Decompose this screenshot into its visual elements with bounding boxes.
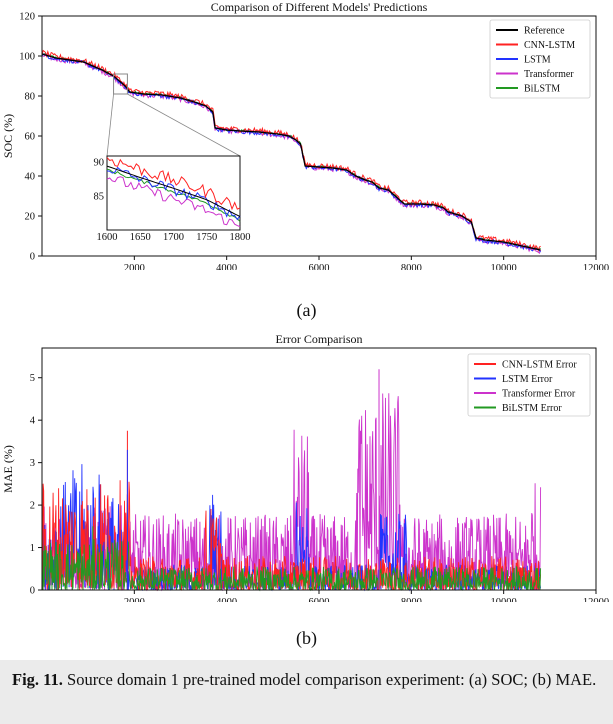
mae-ytick-label: 5: [30, 373, 35, 384]
soc-legend-label: CNN-LSTM: [524, 40, 575, 51]
mae-chart: Error Comparison200040006000800010000120…: [1, 332, 609, 602]
soc-inset-series: [106, 168, 241, 222]
soc-frame: [41, 15, 597, 257]
soc-inset-series: [106, 157, 241, 211]
soc-inset-ytick-label: 90: [94, 158, 105, 169]
soc-legend-label: Reference: [524, 26, 565, 37]
soc-inset-frame: [106, 155, 241, 231]
mae-ytick-label: 4: [30, 416, 36, 427]
soc-ytick-label: 120: [19, 12, 35, 23]
mae-legend-label: BiLSTM Error: [502, 403, 562, 414]
soc-xtick-label: 10000: [491, 263, 517, 270]
soc-xtick-label: 12000: [583, 263, 609, 270]
mae-xtick-label: 2000: [124, 597, 145, 602]
mae-xtick-label: 6000: [309, 597, 330, 602]
soc-xtick-label: 8000: [401, 263, 422, 270]
soc-legend-label: LSTM: [524, 55, 551, 66]
mae-legend-label: LSTM Error: [502, 374, 553, 385]
soc-xtick-label: 6000: [309, 263, 330, 270]
soc-xtick-label: 4000: [216, 263, 237, 270]
mae-title: Error Comparison: [276, 332, 363, 346]
soc-legend-label: BiLSTM: [524, 84, 560, 95]
mae-series-bilstm-error: [41, 539, 542, 592]
panel-a-label: (a): [296, 300, 317, 320]
soc-ytick-label: 100: [19, 52, 35, 63]
soc-inset-xtick-label: 1650: [130, 232, 151, 243]
soc-zoom-connector: [106, 93, 114, 157]
figure: Comparison of Different Models' Predicti…: [1, 0, 610, 648]
soc-chart: Comparison of Different Models' Predicti…: [1, 0, 609, 270]
soc-inset-xtick-label: 1750: [196, 232, 217, 243]
soc-inset-series: [106, 176, 241, 228]
soc-zoom-rect: [113, 73, 128, 95]
mae-xtick-label: 4000: [216, 597, 237, 602]
soc-inset-ytick-label: 85: [94, 191, 105, 202]
mae-frame: [41, 347, 597, 591]
mae-xtick-label: 12000: [583, 597, 609, 602]
mae-ytick-label: 3: [30, 458, 35, 469]
figure-caption: Fig. 11. Source domain 1 pre-trained mod…: [0, 660, 613, 724]
mae-legend-box: [467, 353, 591, 417]
soc-ytick-label: 40: [25, 172, 36, 183]
soc-ylabel: SOC (%): [1, 114, 15, 158]
caption-label: Fig. 11.: [12, 670, 63, 689]
soc-ytick-label: 0: [30, 252, 35, 263]
soc-title: Comparison of Different Models' Predicti…: [211, 0, 428, 14]
mae-ytick-label: 2: [30, 501, 35, 512]
soc-ytick-label: 80: [25, 92, 36, 103]
soc-series-reference: [41, 53, 541, 251]
mae-ytick-label: 0: [30, 586, 35, 597]
mae-ytick-label: 1: [30, 543, 35, 554]
soc-legend-box: [489, 19, 591, 99]
soc-inset-series: [106, 165, 241, 217]
soc-inset-xtick-label: 1600: [97, 232, 118, 243]
caption-text: Source domain 1 pre-trained model compar…: [67, 670, 597, 689]
mae-xtick-label: 10000: [491, 597, 517, 602]
soc-inset-xtick-label: 1800: [230, 232, 251, 243]
panel-b-label: (b): [296, 628, 317, 648]
mae-legend-label: Transformer Error: [502, 389, 576, 400]
soc-ytick-label: 20: [25, 212, 36, 223]
soc-inset-xtick-label: 1700: [163, 232, 184, 243]
soc-zoom-connector: [127, 93, 241, 157]
mae-xtick-label: 8000: [401, 597, 422, 602]
soc-inset-series: [106, 166, 241, 221]
soc-xtick-label: 2000: [124, 263, 145, 270]
soc-legend-label: Transformer: [524, 69, 574, 80]
mae-legend-label: CNN-LSTM Error: [502, 360, 577, 371]
mae-ylabel: MAE (%): [1, 445, 15, 493]
soc-ytick-label: 60: [25, 132, 36, 143]
